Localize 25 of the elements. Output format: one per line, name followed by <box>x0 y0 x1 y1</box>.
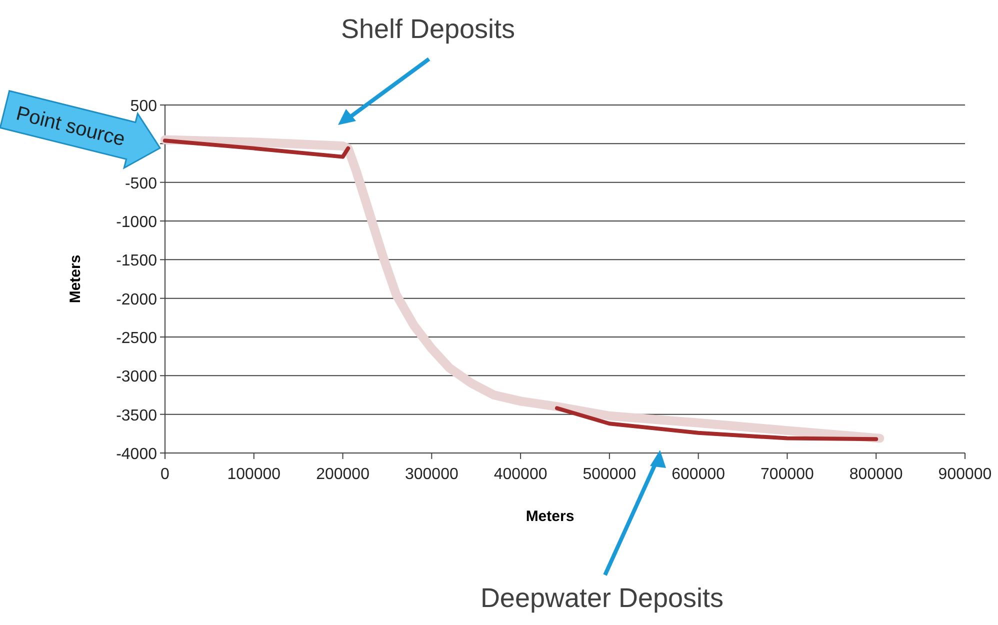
y-tick-label: -2500 <box>116 330 158 347</box>
x-tick-label: 300000 <box>404 466 458 483</box>
y-tick-label: -1000 <box>116 214 158 231</box>
y-tick-label: -1500 <box>116 252 158 270</box>
text: Shelf Deposits <box>340 14 516 44</box>
x-tick-label: 900000 <box>938 466 992 483</box>
y-tick-label: -500 <box>124 175 158 192</box>
x-tick-label: 100000 <box>227 466 281 483</box>
y-tick-label: -3500 <box>116 407 158 424</box>
x-tick-label: 600000 <box>672 466 726 483</box>
y-tick-label: -2000 <box>116 291 158 308</box>
text: Deepwater Deposits <box>480 583 724 613</box>
text: Point source <box>14 102 128 151</box>
x-axis-title: Meters <box>526 508 574 525</box>
y-axis-title: Meters <box>67 254 84 304</box>
y-tick-label: 500 <box>130 98 158 115</box>
y-tick-label: -4000 <box>116 446 158 463</box>
x-tick-label: 0 <box>160 466 170 483</box>
x-tick-label: 800000 <box>849 466 903 483</box>
y-tick-label: -3000 <box>116 368 158 386</box>
x-tick-label: 500000 <box>582 466 636 483</box>
x-tick-label: 200000 <box>316 466 370 483</box>
x-tick-label: 400000 <box>494 466 548 483</box>
x-tick-label: 700000 <box>760 466 814 483</box>
line-series <box>555 406 878 442</box>
